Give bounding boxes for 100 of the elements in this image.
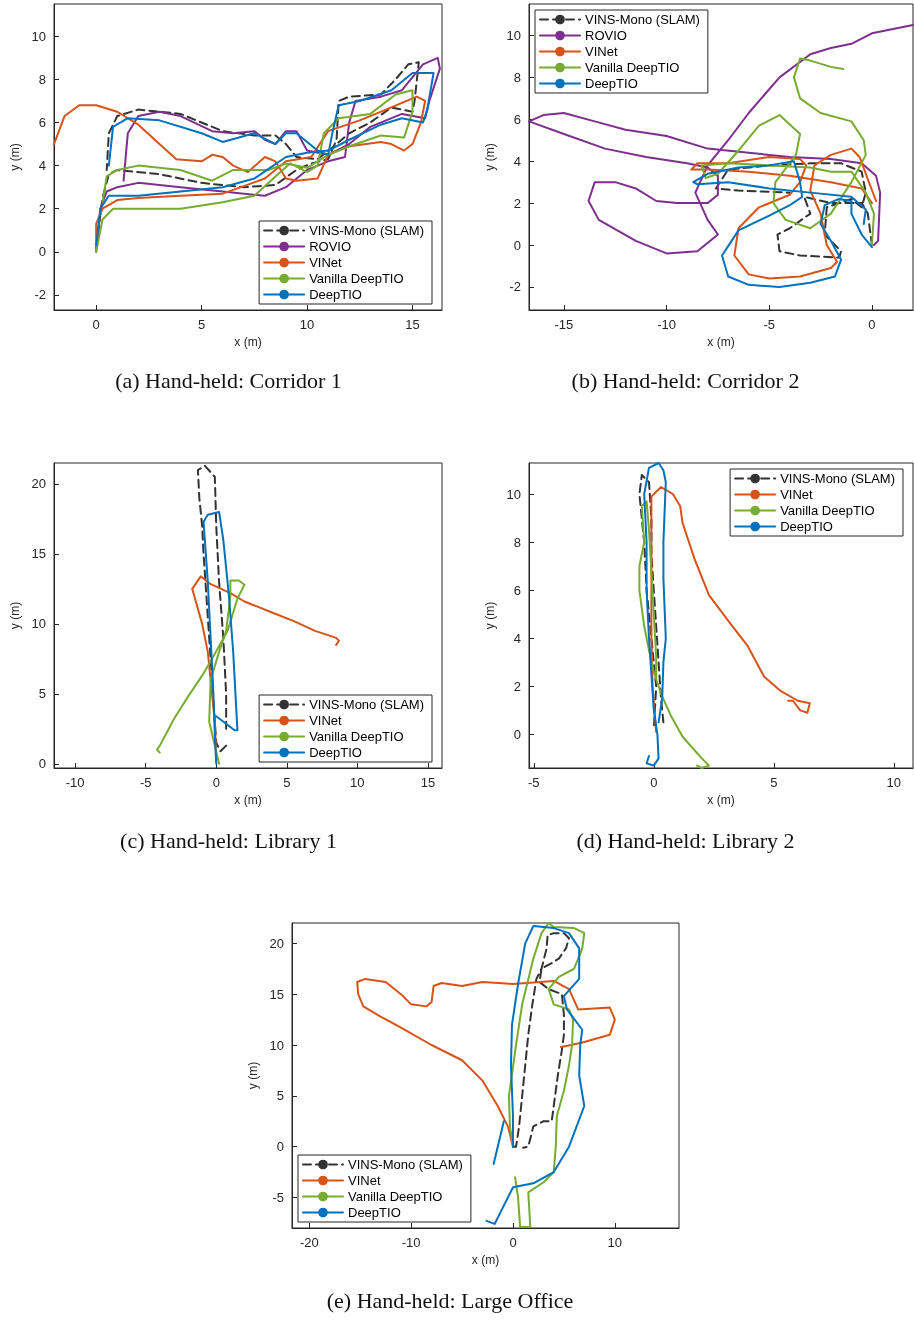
y-tick-label: -2 xyxy=(509,279,521,295)
y-tick-label: 0 xyxy=(513,237,521,253)
line-series xyxy=(53,95,427,251)
y-axis-title: y (m) xyxy=(245,1061,260,1090)
y-axis-title: y (m) xyxy=(7,143,22,171)
text: (d) Hand-held: Library 2 xyxy=(576,827,795,853)
x-tick-label: 10 xyxy=(350,775,365,790)
x-tick-label: 0 xyxy=(212,775,220,790)
x-tick-label: -5 xyxy=(528,775,540,790)
legend-label: VINS-Mono (SLAM) xyxy=(780,471,896,486)
y-tick-label: 4 xyxy=(513,630,521,646)
x-tick-label: 10 xyxy=(299,317,315,332)
legend-label: DeepTIO xyxy=(780,519,833,534)
legend-label: Vanilla DeepTIO xyxy=(309,729,404,744)
y-tick-label: 2 xyxy=(38,201,46,217)
legend-label: DeepTIO xyxy=(309,745,362,760)
y-tick-label: 6 xyxy=(38,115,46,131)
x-tick-label: 5 xyxy=(197,317,206,332)
x-axis-title: x (m) xyxy=(234,793,262,807)
text: (e) Hand-held: Large Office xyxy=(326,1287,574,1313)
line-series xyxy=(700,57,875,247)
y-tick-label: 5 xyxy=(38,686,46,702)
legend-label: VINet xyxy=(585,44,618,59)
y-tick-label: 20 xyxy=(31,476,46,492)
y-tick-label: 6 xyxy=(513,111,521,127)
y-tick-label: 5 xyxy=(276,1088,284,1104)
y-axis-title: y (m) xyxy=(482,143,497,171)
y-axis-title: y (m) xyxy=(482,601,497,630)
legend-label: DeepTIO xyxy=(348,1205,401,1220)
line-series xyxy=(507,922,586,1228)
legend-label: Vanilla DeepTIO xyxy=(309,271,404,286)
legend-label: ROVIO xyxy=(585,28,627,43)
x-axis-title: x (m) xyxy=(707,793,735,807)
x-tick-label: 15 xyxy=(405,317,420,332)
legend-label: VINet xyxy=(309,255,343,270)
y-tick-label: 4 xyxy=(38,158,46,174)
x-tick-label: 15 xyxy=(420,775,436,790)
text: (b) Hand-held: Corridor 2 xyxy=(571,367,800,393)
legend-label: VINS-Mono (SLAM) xyxy=(585,12,700,27)
legend-label: VINet xyxy=(309,713,343,728)
x-axis-title: x (m) xyxy=(707,335,735,349)
y-tick-label: 0 xyxy=(276,1139,284,1155)
y-tick-label: 2 xyxy=(513,678,521,694)
y-tick-label: 15 xyxy=(31,546,46,562)
y-tick-label: -5 xyxy=(272,1190,284,1205)
legend-label: Vanilla DeepTIO xyxy=(585,60,680,75)
legend-label: DeepTIO xyxy=(309,287,362,302)
y-tick-label: 10 xyxy=(31,616,46,632)
y-tick-label: 0 xyxy=(513,726,521,742)
line-series xyxy=(692,160,873,288)
x-tick-label: 10 xyxy=(607,1235,623,1250)
y-tick-label: 8 xyxy=(513,69,521,85)
line-series xyxy=(356,977,616,1148)
x-tick-label: 0 xyxy=(868,317,876,332)
y-tick-label: 15 xyxy=(269,986,284,1002)
y-tick-label: 8 xyxy=(38,71,46,87)
y-tick-label: 0 xyxy=(38,244,46,260)
legend-label: ROVIO xyxy=(309,239,352,254)
y-tick-label: 10 xyxy=(31,28,46,44)
x-tick-label: -15 xyxy=(554,317,574,332)
legend-label: Vanilla DeepTIO xyxy=(348,1189,443,1204)
x-tick-label: 10 xyxy=(886,775,902,790)
line-series xyxy=(196,464,228,753)
y-tick-label: 4 xyxy=(513,153,521,169)
y-axis-title: y (m) xyxy=(7,601,22,630)
line-series xyxy=(690,147,878,280)
line-series xyxy=(156,579,246,765)
legend-label: VINS-Mono (SLAM) xyxy=(309,223,425,238)
x-tick-label: 0 xyxy=(92,317,100,332)
text: (a) Hand-held: Corridor 1 xyxy=(115,367,342,393)
line-series xyxy=(714,162,873,259)
line-series xyxy=(202,510,239,765)
y-tick-label: -2 xyxy=(34,287,46,303)
x-axis-title: x (m) xyxy=(471,1253,500,1267)
y-tick-label: 20 xyxy=(269,935,284,951)
y-tick-label: 6 xyxy=(513,582,521,598)
legend-label: VINS-Mono (SLAM) xyxy=(348,1157,463,1172)
legend-label: Vanilla DeepTIO xyxy=(780,503,875,518)
y-tick-label: 0 xyxy=(38,756,46,772)
line-series xyxy=(512,932,571,1149)
text: (c) Hand-held: Library 1 xyxy=(120,827,337,853)
y-tick-label: 10 xyxy=(506,27,521,43)
y-tick-label: 2 xyxy=(513,195,521,211)
line-series xyxy=(638,500,710,769)
y-tick-label: 10 xyxy=(506,486,521,502)
y-tick-label: 8 xyxy=(513,534,521,550)
x-tick-label: 5 xyxy=(770,775,778,790)
x-tick-label: -5 xyxy=(139,775,152,790)
x-tick-label: -20 xyxy=(299,1235,319,1250)
legend-label: VINet xyxy=(780,487,814,502)
x-tick-label: 0 xyxy=(650,775,658,790)
x-tick-label: -5 xyxy=(763,317,776,332)
x-tick-label: -10 xyxy=(65,775,85,790)
legend-label: VINS-Mono (SLAM) xyxy=(309,697,425,712)
line-series xyxy=(643,462,667,767)
legend-label: DeepTIO xyxy=(585,76,638,91)
x-tick-label: -10 xyxy=(657,317,676,332)
y-tick-label: 10 xyxy=(269,1037,284,1053)
x-tick-label: -10 xyxy=(401,1235,421,1250)
x-axis-title: x (m) xyxy=(234,335,262,349)
